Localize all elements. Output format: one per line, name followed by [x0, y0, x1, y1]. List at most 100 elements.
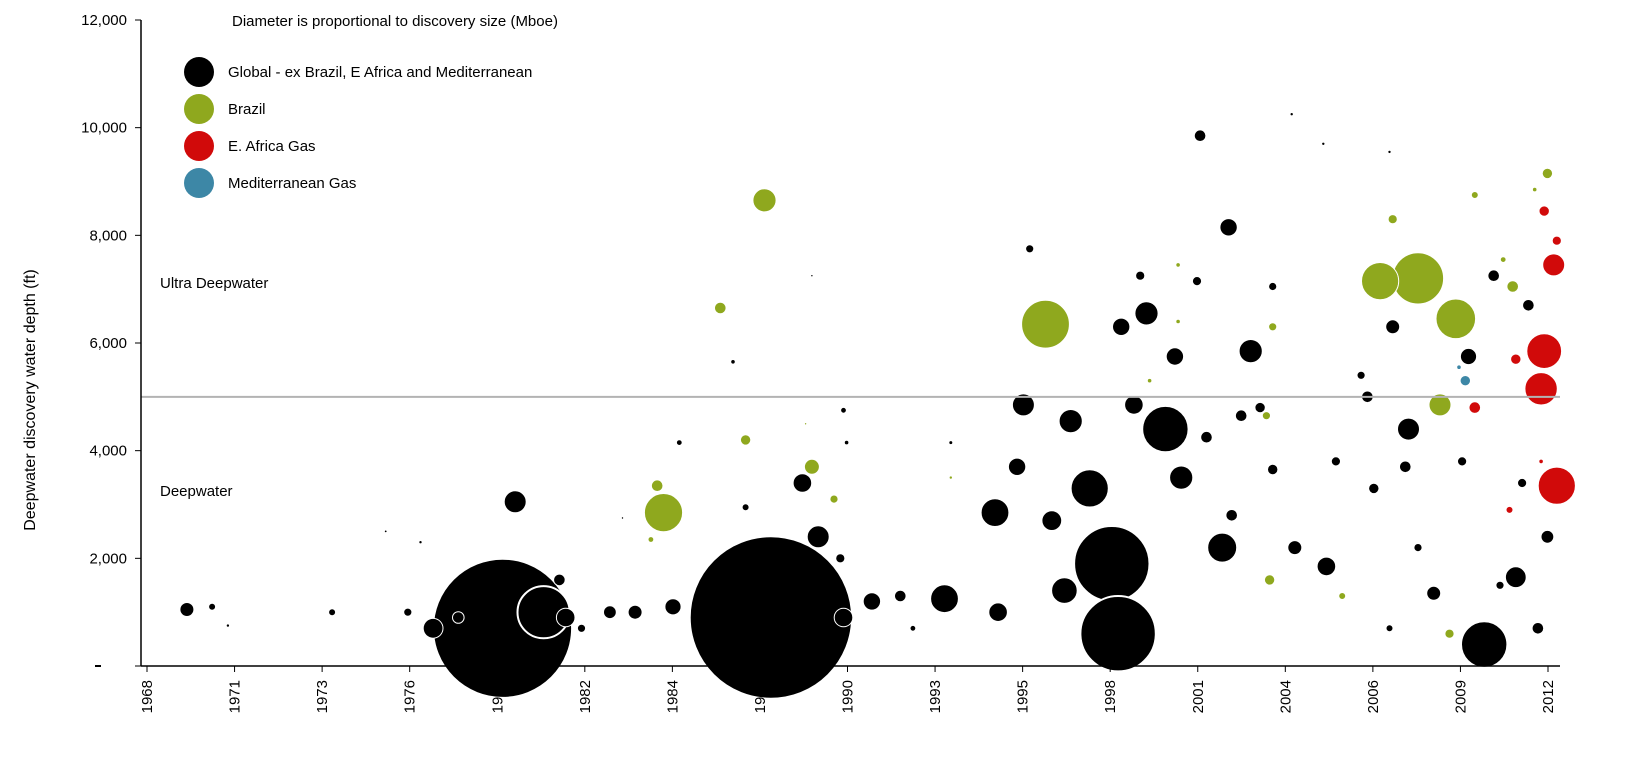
- bubble-global: [1112, 317, 1131, 336]
- legend-label-med: Mediterranean Gas: [228, 175, 356, 192]
- bubble-brazil: [1434, 297, 1478, 341]
- bubble-global: [1504, 566, 1527, 589]
- bubble-global: [1321, 141, 1326, 147]
- bubble-brazil: [1268, 322, 1278, 332]
- x-tick-label: 1987: [752, 680, 769, 713]
- bubble-global: [1531, 622, 1545, 635]
- bubble-global: [988, 602, 1008, 623]
- bubble-global: [1522, 299, 1535, 312]
- x-tick-label: 2001: [1190, 680, 1207, 713]
- bubble-brazil: [647, 536, 655, 543]
- bubble-global: [1124, 395, 1144, 415]
- bubble-global: [1289, 112, 1294, 117]
- bubble-global: [503, 490, 527, 514]
- bubble-global: [1517, 477, 1528, 489]
- bubble-eafrica: [1537, 466, 1576, 505]
- bubble-global: [208, 602, 217, 611]
- bubble-global: [627, 604, 643, 620]
- bubble-eafrica: [1526, 333, 1563, 370]
- bubble-global: [1219, 218, 1238, 237]
- bubble-eafrica: [1505, 505, 1514, 514]
- x-tick-label: 1998: [1102, 680, 1119, 713]
- bubble-global: [1169, 465, 1194, 490]
- bubble-brazil: [739, 434, 752, 446]
- x-tick-label: 1982: [577, 680, 594, 713]
- bubble-global: [403, 607, 413, 617]
- bubble-global: [1385, 624, 1394, 633]
- bubble-global: [1207, 532, 1238, 563]
- bubble-global: [1540, 529, 1555, 544]
- bubble-global: [1134, 301, 1159, 326]
- bubble-eafrica: [1538, 205, 1550, 217]
- x-axis: 1968 1971 1973 1976 1979 1982 1984 1987 1990 1993…: [139, 665, 1560, 713]
- bubble-brazil: [643, 492, 684, 533]
- bubble-global: [1165, 347, 1185, 366]
- bubble-med: [1456, 364, 1462, 371]
- bubble-global: [1193, 129, 1207, 142]
- bubble-global: [1058, 409, 1083, 434]
- x-tick-label: 1990: [840, 680, 857, 713]
- bubble-global: [909, 624, 917, 632]
- x-tick-label: 1979: [489, 680, 506, 713]
- bubble-global: [555, 607, 576, 628]
- y-tick-label: 10,000: [81, 120, 127, 137]
- bubble-global: [1399, 460, 1412, 474]
- y-tick-label: 12,000: [81, 12, 127, 29]
- bubble-global: [1287, 540, 1303, 556]
- y-tick-label: 4,000: [89, 443, 127, 460]
- x-tick-label: 1993: [927, 680, 944, 713]
- bubble-global: [1316, 556, 1337, 577]
- bubble-global: [1387, 149, 1392, 155]
- deepwater-label: Deepwater: [160, 483, 233, 500]
- annotation-text: Diameter is proportional to discovery si…: [232, 13, 558, 30]
- bubble-global: [1200, 430, 1213, 444]
- bubble-global: [1225, 509, 1238, 522]
- bubble-layer: [179, 112, 1576, 700]
- bubble-brazil: [1390, 251, 1446, 306]
- bubble-global: [862, 592, 882, 611]
- bubble-global: [179, 602, 195, 617]
- bubble-brazil: [1146, 377, 1153, 384]
- bubble-med: [1459, 375, 1472, 387]
- bubble-global: [418, 540, 423, 545]
- bubble-eafrica: [1510, 353, 1522, 365]
- y-axis: 2,000 4,000 6,000 8,000 10,000 12,000: [81, 12, 142, 667]
- x-tick-label: 1976: [402, 680, 419, 713]
- bubble-brazil: [803, 458, 820, 475]
- x-tick-label: 1968: [139, 680, 156, 713]
- bubble-brazil: [1387, 214, 1398, 225]
- legend-swatch-med: [184, 168, 214, 198]
- bubble-global: [452, 611, 465, 624]
- bubble-global: [810, 274, 814, 278]
- bubble-global: [383, 529, 388, 534]
- bubble-global: [1267, 463, 1279, 476]
- x-tick-label: 1971: [227, 680, 244, 713]
- bubble-global: [1487, 269, 1500, 283]
- bubble-global: [980, 498, 1010, 527]
- bubble-global: [603, 605, 617, 620]
- y-tick-label: 8,000: [89, 227, 127, 244]
- bubble-global: [1413, 543, 1423, 553]
- legend-swatch-global: [184, 57, 214, 87]
- bubble-brazil: [1531, 186, 1538, 193]
- bubble-eafrica: [1542, 253, 1566, 277]
- bubble-global: [894, 589, 907, 603]
- bubble-eafrica: [1538, 458, 1544, 465]
- bubble-global: [1041, 510, 1063, 531]
- bubble-global: [840, 406, 847, 414]
- bubble-global: [741, 503, 750, 512]
- x-tick-label: 1973: [314, 680, 331, 713]
- bubble-global: [1234, 409, 1248, 423]
- bubble-global: [1025, 244, 1035, 254]
- bubble-global: [1457, 456, 1468, 467]
- bubble-global: [835, 553, 846, 564]
- bubble-brazil: [752, 188, 777, 213]
- legend-label-brazil: Brazil: [228, 101, 266, 118]
- bubble-brazil: [1020, 298, 1071, 350]
- bubble-global: [1073, 525, 1151, 603]
- bubble-global: [1141, 404, 1190, 454]
- bubble-brazil: [1470, 191, 1479, 199]
- bubble-brazil: [1338, 592, 1347, 600]
- legend: Global - ex Brazil, E Africa and Mediter…: [184, 57, 532, 198]
- bubble-global: [688, 535, 854, 700]
